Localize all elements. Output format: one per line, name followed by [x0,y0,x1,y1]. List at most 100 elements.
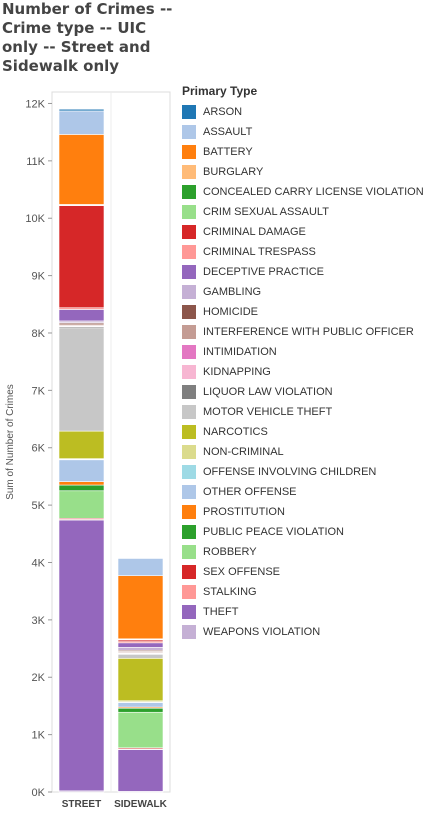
legend-label: MOTOR VEHICLE THEFT [203,406,333,418]
legend-item[interactable]: INTERFERENCE WITH PUBLIC OFFICER [182,322,424,342]
legend-label: PUBLIC PEACE VIOLATION [203,526,345,538]
legend-item[interactable]: THEFT [182,602,424,622]
legend-label: THEFT [203,606,239,618]
legend-swatch [182,505,196,519]
legend-item[interactable]: PUBLIC PEACE VIOLATION [182,522,424,542]
legend-swatch [182,345,196,359]
legend-item[interactable]: ARSON [182,102,424,122]
legend-title: Primary Type [182,84,258,98]
legend-item[interactable]: MOTOR VEHICLE THEFT [182,402,424,422]
y-axis-title: Sum of Number of Crimes [5,384,16,500]
bar-segment-theft-street[interactable] [58,519,105,792]
legend-item[interactable]: NON-CRIMINAL [182,442,424,462]
legend-item[interactable]: GAMBLING [182,282,424,302]
legend-swatch [182,125,196,139]
legend-item[interactable]: INTIMIDATION [182,342,424,362]
legend-item[interactable]: CONCEALED CARRY LICENSE VIOLATION [182,182,424,202]
legend-swatch [182,285,196,299]
x-category-label: STREET [62,799,101,810]
legend-swatch [182,565,196,579]
legend-swatch [182,365,196,379]
bar-segment-assault-street[interactable] [58,110,105,135]
legend-swatch [182,605,196,619]
legend-label: CRIMINAL DAMAGE [203,226,306,238]
bar-segment-motor-vehicle-theft-street[interactable] [58,327,105,432]
y-tick-label: 9K [32,271,46,283]
bar-segment-assault-sidewalk[interactable] [117,558,164,576]
legend-label: CONCEALED CARRY LICENSE VIOLATION [203,186,424,198]
bar-segment-robbery-street[interactable] [58,490,105,519]
legend-item[interactable]: BATTERY [182,142,424,162]
y-tick-label: 5K [32,500,46,512]
legend-label: NARCOTICS [203,426,268,438]
bar-segment-robbery-sidewalk[interactable] [117,711,164,749]
legend-item[interactable]: KIDNAPPING [182,362,424,382]
legend-item[interactable]: BURGLARY [182,162,424,182]
bar-segment-theft-sidewalk[interactable] [117,749,164,792]
legend-label: ROBBERY [203,546,257,558]
legend-label: SEX OFFENSE [203,566,281,578]
legend-label: WEAPONS VIOLATION [203,626,321,638]
legend-swatch [182,245,196,259]
bar-segment-narcotics-street[interactable] [58,430,105,459]
legend-item[interactable]: OFFENSE INVOLVING CHILDREN [182,462,424,482]
legend-item[interactable]: CRIMINAL TRESPASS [182,242,424,262]
legend-label: STALKING [203,586,257,598]
legend-label: CRIM SEXUAL ASSAULT [203,206,329,218]
bar-segment-other-offense-sidewalk[interactable] [117,702,164,708]
bar-segment-motor-vehicle-theft-sidewalk[interactable] [117,653,164,659]
legend-swatch [182,105,196,119]
bar-segment-battery-sidewalk[interactable] [117,575,164,640]
legend-swatch [182,185,196,199]
bar-segment-prostitution-street[interactable] [58,481,105,486]
bar-segment-public-peace-violation-sidewalk[interactable] [117,707,164,713]
legend-item[interactable]: OTHER OFFENSE [182,482,424,502]
y-tick-label: 1K [32,730,46,742]
legend-label: BATTERY [203,146,253,158]
legend-swatch [182,405,196,419]
y-tick-label: 2K [32,672,46,684]
legend-item[interactable]: STALKING [182,582,424,602]
bar-segment-criminal-damage-street[interactable] [58,205,105,309]
legend-item[interactable]: SEX OFFENSE [182,562,424,582]
legend-swatch [182,425,196,439]
y-tick-label: 8K [32,328,46,340]
bar-segment-deceptive-practice-sidewalk[interactable] [117,642,164,648]
legend-item[interactable]: ASSAULT [182,122,424,142]
bar-segment-arson-street[interactable] [58,108,105,112]
legend-swatch [182,585,196,599]
legend-swatch [182,205,196,219]
legend-item[interactable]: CRIM SEXUAL ASSAULT [182,202,424,222]
legend-swatch [182,525,196,539]
legend-label: CRIMINAL TRESPASS [203,246,316,258]
legend-label: DECEPTIVE PRACTICE [203,266,325,278]
legend-item[interactable]: NARCOTICS [182,422,424,442]
legend-label: INTERFERENCE WITH PUBLIC OFFICER [203,326,414,338]
legend-swatch [182,385,196,399]
legend-item[interactable]: CRIMINAL DAMAGE [182,222,424,242]
legend-label: LIQUOR LAW VIOLATION [203,386,333,398]
bar-segment-deceptive-practice-street[interactable] [58,309,105,322]
legend-label: HOMICIDE [203,306,258,318]
legend-item[interactable]: WEAPONS VIOLATION [182,622,424,642]
bar-segment-public-peace-violation-street[interactable] [58,484,105,492]
y-tick-label: 3K [32,615,46,627]
legend-item[interactable]: ROBBERY [182,542,424,562]
y-tick-label: 12K [25,98,45,110]
bar-segment-gambling-sidewalk[interactable] [117,647,164,651]
legend-item[interactable]: DECEPTIVE PRACTICE [182,262,424,282]
legend-item[interactable]: HOMICIDE [182,302,424,322]
legend-item[interactable]: LIQUOR LAW VIOLATION [182,382,424,402]
bar-segment-battery-street[interactable] [58,134,105,205]
y-tick-label: 4K [32,557,46,569]
bar-segment-narcotics-sidewalk[interactable] [117,658,164,702]
legend-label: ARSON [203,106,243,118]
chart-plot: 0K 1K 2K 3K 4K 5K 6K 7K 8K 9K 10K 11K 12K Sum of Numb… [5,91,171,810]
chart-title: Number of Crimes -- Crime type -- UIC on… [2,0,173,75]
legend-swatch [182,325,196,339]
bar-segment-other-offense-street[interactable] [58,459,105,482]
legend-item[interactable]: PROSTITUTION [182,502,424,522]
legend-label: OFFENSE INVOLVING CHILDREN [203,466,377,478]
legend-label: BURGLARY [203,166,264,178]
legend-label: PROSTITUTION [203,506,285,518]
